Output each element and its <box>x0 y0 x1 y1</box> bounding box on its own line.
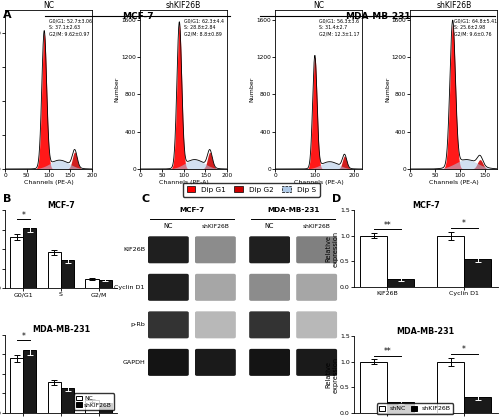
Bar <box>86 279 98 288</box>
FancyBboxPatch shape <box>296 349 337 376</box>
Title: MDA-MB-231: MDA-MB-231 <box>32 325 90 334</box>
FancyBboxPatch shape <box>148 349 189 376</box>
Text: G0/G1: 52.7±3.06
S: 37.1±2.63
G2/M: 9.62±0.97: G0/G1: 52.7±3.06 S: 37.1±2.63 G2/M: 9.62… <box>48 18 92 37</box>
Y-axis label: Number: Number <box>250 77 255 103</box>
Text: *: * <box>462 345 466 354</box>
Text: MCF-7: MCF-7 <box>180 207 204 213</box>
Text: shKIF26B: shKIF26B <box>202 224 230 229</box>
Text: *: * <box>22 211 25 220</box>
FancyBboxPatch shape <box>296 236 337 263</box>
Text: D: D <box>332 194 341 204</box>
Title: shKIF26B: shKIF26B <box>436 1 472 10</box>
FancyBboxPatch shape <box>148 236 189 263</box>
Bar <box>10 237 24 288</box>
Text: G0/G1: 56.3±3.6
S: 31.4±2.7
G2/M: 12.3±1.17: G0/G1: 56.3±3.6 S: 31.4±2.7 G2/M: 12.3±1… <box>319 18 360 37</box>
Bar <box>437 236 464 287</box>
Text: GAPDH: GAPDH <box>122 360 145 365</box>
X-axis label: Channels (PE-A): Channels (PE-A) <box>159 180 208 185</box>
FancyBboxPatch shape <box>195 311 236 338</box>
Text: **: ** <box>384 347 391 356</box>
Title: MCF-7: MCF-7 <box>47 201 75 210</box>
Text: p-Rb: p-Rb <box>130 322 145 327</box>
Text: G0/G1: 62.3±4.4
S: 28.8±2.84
G2/M: 8.8±0.89: G0/G1: 62.3±4.4 S: 28.8±2.84 G2/M: 8.8±0… <box>184 18 224 37</box>
Bar <box>388 402 414 413</box>
Bar <box>464 397 491 413</box>
Legend: shNC, shKIF26B: shNC, shKIF26B <box>376 403 454 414</box>
Bar <box>10 358 24 413</box>
Bar <box>48 252 61 288</box>
Bar <box>464 259 491 287</box>
Title: shKIF26B: shKIF26B <box>166 1 202 10</box>
Bar <box>48 382 61 413</box>
Text: shKIF26B: shKIF26B <box>302 224 330 229</box>
Bar <box>388 279 414 287</box>
FancyBboxPatch shape <box>195 274 236 301</box>
Bar <box>24 228 36 288</box>
Text: *: * <box>462 219 466 229</box>
Bar <box>360 236 388 287</box>
Text: C: C <box>142 194 150 204</box>
Bar <box>24 349 36 413</box>
Text: Cyclin D1: Cyclin D1 <box>114 285 145 290</box>
Legend: Dip G1, Dip G2, Dip S: Dip G1, Dip G2, Dip S <box>183 183 320 196</box>
Title: NC: NC <box>43 1 54 10</box>
Text: G0/G1: 64.8±5.41
S: 25.6±2.98
G2/M: 9.6±0.76: G0/G1: 64.8±5.41 S: 25.6±2.98 G2/M: 9.6±… <box>454 18 497 37</box>
Text: NC: NC <box>265 224 274 229</box>
Y-axis label: Number: Number <box>114 77 119 103</box>
FancyBboxPatch shape <box>249 349 290 376</box>
Bar <box>360 362 388 413</box>
Text: MDA-MB-231: MDA-MB-231 <box>267 207 320 213</box>
Text: NC: NC <box>164 224 173 229</box>
FancyBboxPatch shape <box>249 274 290 301</box>
Bar <box>98 280 112 288</box>
Legend: NC, shKIF26B: NC, shKIF26B <box>74 394 114 410</box>
FancyBboxPatch shape <box>148 311 189 338</box>
FancyBboxPatch shape <box>249 236 290 263</box>
FancyBboxPatch shape <box>296 274 337 301</box>
FancyBboxPatch shape <box>249 311 290 338</box>
Y-axis label: Relative
expression: Relative expression <box>326 231 338 266</box>
X-axis label: Channels (PE-A): Channels (PE-A) <box>24 180 74 185</box>
Y-axis label: Number: Number <box>385 77 390 103</box>
FancyBboxPatch shape <box>148 274 189 301</box>
FancyBboxPatch shape <box>195 236 236 263</box>
Bar <box>98 402 112 413</box>
X-axis label: Channels (PE-A): Channels (PE-A) <box>429 180 479 185</box>
Text: A: A <box>2 10 11 20</box>
X-axis label: Channels (PE-A): Channels (PE-A) <box>294 180 344 185</box>
FancyBboxPatch shape <box>195 349 236 376</box>
Bar <box>86 400 98 413</box>
Text: B: B <box>2 194 11 204</box>
FancyBboxPatch shape <box>296 311 337 338</box>
Title: NC: NC <box>314 1 324 10</box>
Bar <box>61 388 74 413</box>
Text: *: * <box>22 332 25 341</box>
Text: MCF-7: MCF-7 <box>122 12 154 21</box>
Text: MDA-MB-231: MDA-MB-231 <box>344 12 410 21</box>
Text: **: ** <box>384 221 391 230</box>
Bar <box>437 362 464 413</box>
Bar <box>61 260 74 288</box>
Y-axis label: Relative
expression: Relative expression <box>326 357 338 393</box>
Title: MCF-7: MCF-7 <box>412 201 440 210</box>
Text: KIF26B: KIF26B <box>123 247 145 252</box>
Title: MDA-MB-231: MDA-MB-231 <box>396 327 455 336</box>
